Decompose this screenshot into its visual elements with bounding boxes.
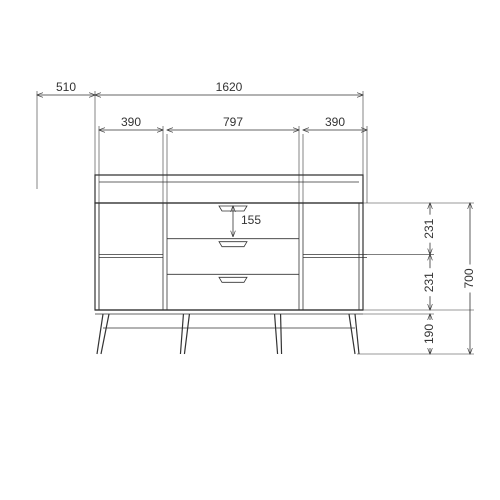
dim-label: 700: [462, 268, 476, 288]
dim-label: 231: [422, 218, 436, 238]
dim-label: 390: [121, 115, 141, 129]
dim-label: 231: [422, 272, 436, 292]
furniture-technical-drawing: 510 1620 390 797 390 155 231 231 190 700: [0, 0, 500, 500]
dim-label: 390: [325, 115, 345, 129]
dim-label: 797: [223, 115, 243, 129]
dim-drawer-height: 155: [241, 213, 261, 227]
dim-label: 510: [56, 80, 76, 94]
dim-label: 190: [422, 324, 436, 344]
dim-label: 1620: [216, 80, 243, 94]
